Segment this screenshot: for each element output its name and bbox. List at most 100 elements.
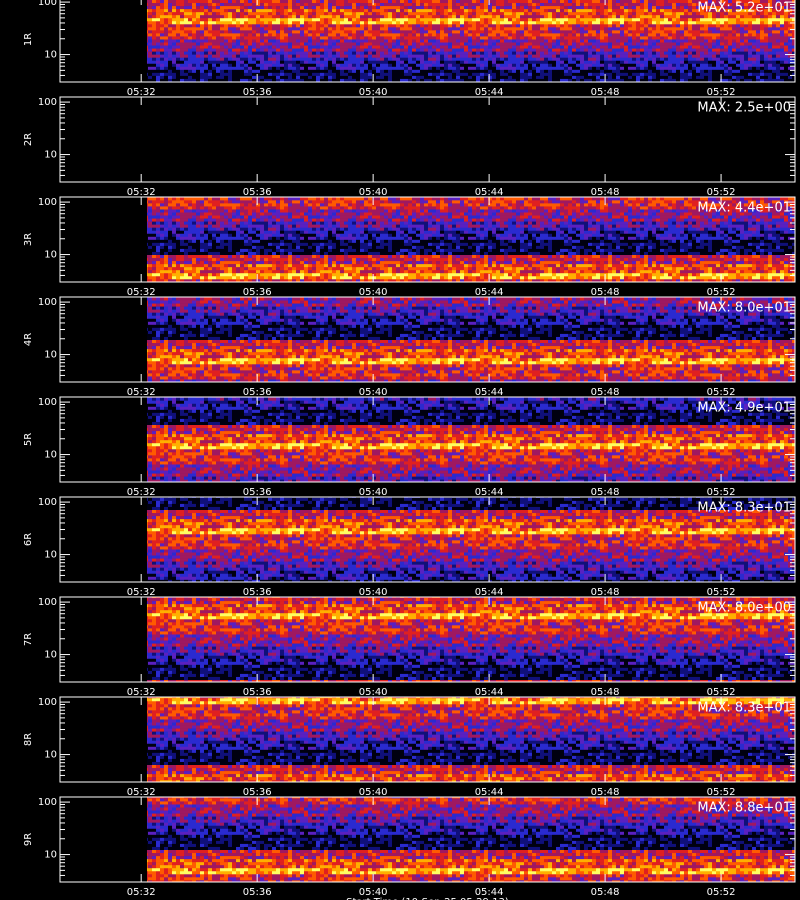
x-tick-label: 05:52 <box>707 187 736 198</box>
x-tick-label: 05:52 <box>707 487 736 498</box>
panel: 10 100 05:32 05:36 05:40 05:44 05:48 05:52 3R MAX… <box>23 196 796 298</box>
y-axis-label: 8R <box>23 733 34 746</box>
x-tick-label: 05:48 <box>591 887 620 898</box>
spectrogram-image <box>146 497 796 582</box>
x-tick-label: 05:40 <box>359 487 388 498</box>
y-axis-label: 1R <box>23 33 34 46</box>
x-tick-label: 05:40 <box>359 787 388 798</box>
plot-frame <box>59 196 796 283</box>
plot-frame <box>59 296 796 383</box>
x-tick-label: 05:48 <box>591 387 620 398</box>
y-tick-label: 10 <box>44 450 57 461</box>
x-tick-label: 05:44 <box>475 387 504 398</box>
x-tick-label: 05:48 <box>591 787 620 798</box>
max-annotation: MAX: 8.0e+01 <box>697 301 791 316</box>
x-tick-label: 05:32 <box>127 487 156 498</box>
spectrogram-image <box>146 597 796 682</box>
x-tick-label: 05:32 <box>127 87 156 98</box>
y-tick-label: 100 <box>38 397 57 408</box>
max-annotation: MAX: 2.5e+00 <box>697 101 791 116</box>
y-tick-label: 100 <box>38 597 57 608</box>
x-tick-label: 05:52 <box>707 787 736 798</box>
panel: 10 100 05:32 05:36 05:40 05:44 05:48 05:52 9R MAX… <box>23 796 796 900</box>
y-tick-label: 100 <box>38 697 57 708</box>
x-tick-label: 05:32 <box>127 187 156 198</box>
plot-frame <box>59 596 796 683</box>
panel: 10 100 05:32 05:36 05:40 05:44 05:48 05:52 2R MAX… <box>23 96 796 198</box>
y-tick-label: 100 <box>38 497 57 508</box>
max-annotation: MAX: 8.8e+01 <box>697 801 791 816</box>
x-tick-label: 05:44 <box>475 787 504 798</box>
y-tick-label: 100 <box>38 197 57 208</box>
y-axis-label: 2R <box>23 133 34 146</box>
y-tick-label: 10 <box>44 250 57 261</box>
plot-frame <box>59 96 796 183</box>
x-tick-label: 05:48 <box>591 587 620 598</box>
y-axis-label: 9R <box>23 833 34 846</box>
y-tick-label: 10 <box>44 50 57 61</box>
y-tick-label: 10 <box>44 150 57 161</box>
y-tick-label: 100 <box>38 297 57 308</box>
panel: 10 100 05:32 05:36 05:40 05:44 05:48 05:52 8R MAX… <box>23 696 796 798</box>
spectrogram-image <box>146 397 796 482</box>
y-axis-label: 5R <box>23 433 34 446</box>
x-tick-label: 05:32 <box>127 687 156 698</box>
x-tick-label: 05:48 <box>591 687 620 698</box>
x-tick-label: 05:36 <box>243 687 272 698</box>
x-tick-label: 05:40 <box>359 287 388 298</box>
panel: 10 100 05:32 05:36 05:40 05:44 05:48 05:52 7R MAX… <box>23 596 796 698</box>
x-tick-label: 05:32 <box>127 387 156 398</box>
x-tick-label: 05:36 <box>243 887 272 898</box>
x-tick-label: 05:48 <box>591 87 620 98</box>
y-tick-label: 100 <box>38 797 57 808</box>
y-axis-label: 7R <box>23 633 34 646</box>
y-tick-label: 10 <box>44 550 57 561</box>
max-annotation: MAX: 4.4e+01 <box>697 201 791 216</box>
max-annotation: MAX: 8.3e+01 <box>697 501 791 516</box>
x-tick-label: 05:32 <box>127 787 156 798</box>
spectrogram-image <box>146 697 796 782</box>
panel: 10 100 05:32 05:36 05:40 05:44 05:48 05:52 5R MAX… <box>23 396 796 498</box>
panel: 10 100 05:32 05:36 05:40 05:44 05:48 05:52 1R MAX… <box>23 0 796 98</box>
y-tick-label: 100 <box>38 0 57 8</box>
plot-frame <box>59 496 796 583</box>
spectrogram-image <box>146 0 796 82</box>
x-tick-label: 05:32 <box>127 887 156 898</box>
y-tick-label: 10 <box>44 350 57 361</box>
x-tick-label: 05:52 <box>707 687 736 698</box>
x-tick-label: 05:36 <box>243 487 272 498</box>
x-tick-label: 05:48 <box>591 187 620 198</box>
x-axis-label: Start Time (10-Sep-25 05:29:13) <box>346 897 509 900</box>
spectrogram-image <box>146 797 796 882</box>
plot-frame <box>59 796 796 883</box>
y-axis-label: 3R <box>23 233 34 246</box>
plot-frame <box>59 696 796 783</box>
x-tick-label: 05:40 <box>359 187 388 198</box>
panel: 10 100 05:32 05:36 05:40 05:44 05:48 05:52 4R MAX… <box>23 296 796 398</box>
y-axis-label: 4R <box>23 333 34 346</box>
x-tick-label: 05:40 <box>359 687 388 698</box>
x-tick-label: 05:36 <box>243 87 272 98</box>
x-tick-label: 05:52 <box>707 887 736 898</box>
x-tick-label: 05:36 <box>243 187 272 198</box>
x-tick-label: 05:40 <box>359 87 388 98</box>
y-tick-label: 10 <box>44 850 57 861</box>
plot-frame <box>59 0 796 83</box>
max-annotation: MAX: 5.2e+01 <box>697 1 791 16</box>
x-tick-label: 05:52 <box>707 587 736 598</box>
x-tick-label: 05:48 <box>591 487 620 498</box>
x-tick-label: 05:44 <box>475 187 504 198</box>
y-tick-label: 100 <box>38 97 57 108</box>
max-annotation: MAX: 8.0e+00 <box>697 601 791 616</box>
y-tick-label: 10 <box>44 750 57 761</box>
x-tick-label: 05:52 <box>707 387 736 398</box>
x-tick-label: 05:44 <box>475 287 504 298</box>
max-annotation: MAX: 8.3e+01 <box>697 701 791 716</box>
y-tick-label: 10 <box>44 650 57 661</box>
x-tick-label: 05:36 <box>243 287 272 298</box>
spectrogram-image <box>146 197 796 282</box>
y-axis-label: 6R <box>23 533 34 546</box>
x-tick-label: 05:40 <box>359 387 388 398</box>
plot-frame <box>59 396 796 483</box>
